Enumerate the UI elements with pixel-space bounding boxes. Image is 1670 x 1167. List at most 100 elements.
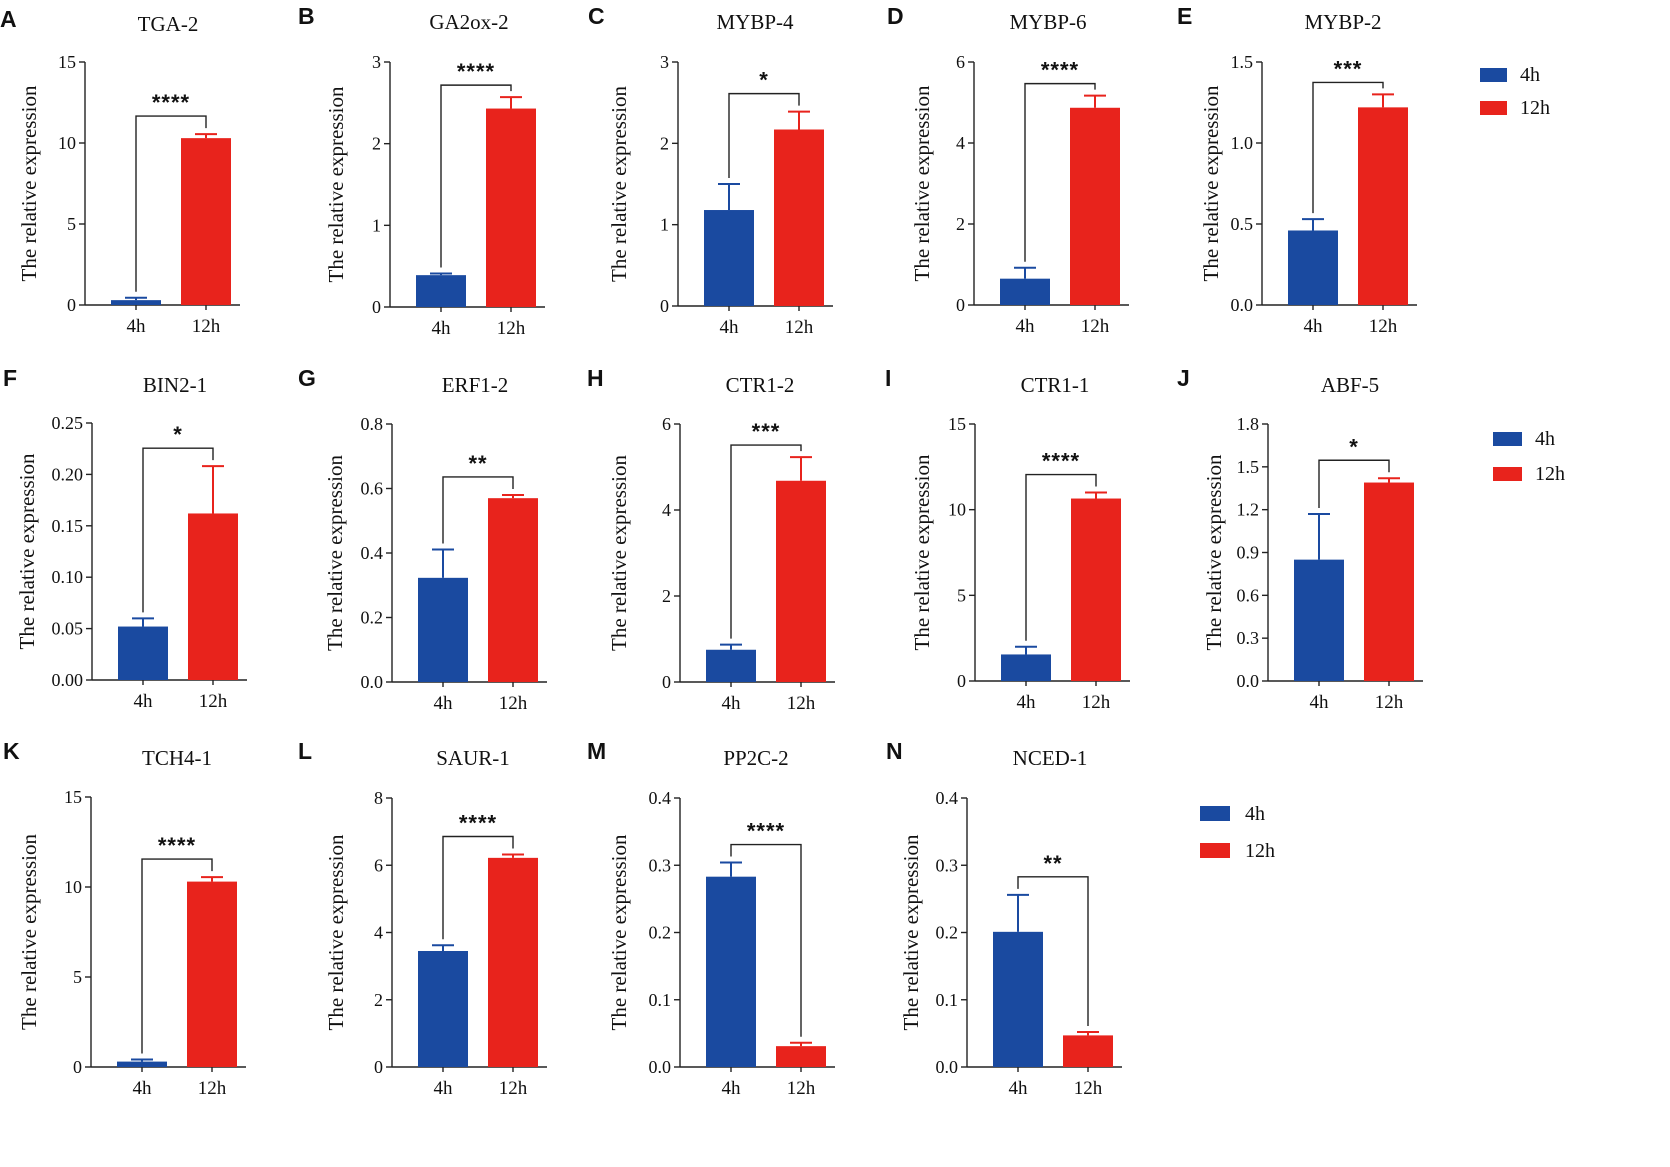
x-tick-label: 4h	[134, 691, 154, 712]
legend: 4h 12h	[1493, 428, 1565, 485]
y-tick-label: 0.15	[52, 516, 84, 536]
chart-panel-J: J ABF-5 The relative expression 0.0 0.3 0.6 0.…	[1177, 365, 1423, 713]
bar-12h	[1364, 482, 1414, 681]
x-tick-label: 12h	[198, 1078, 227, 1099]
y-tick-label: 8	[374, 788, 383, 808]
legend-swatch-4h	[1480, 68, 1507, 82]
bar-4h	[118, 626, 168, 680]
y-tick-label: 1.5	[1231, 52, 1254, 72]
chart-panel-G: G ERF1-2 The relative expression 0.0 0.2 0.4 0…	[298, 365, 547, 714]
bar-4h	[111, 300, 161, 305]
y-tick-label: 10	[58, 133, 76, 153]
bar-12h	[187, 881, 237, 1067]
chart-title: MYBP-2	[1304, 10, 1381, 34]
y-tick-label: 2	[956, 214, 965, 234]
panel-letter: L	[298, 738, 312, 764]
y-tick-label: 0.25	[52, 413, 84, 433]
significance-bracket	[1318, 459, 1390, 508]
y-tick-label: 0.4	[936, 788, 959, 808]
significance-bracket	[141, 858, 213, 1054]
chart-panel-A: A TGA-2 The relative expression 0 5 10 15 4h 12h…	[0, 6, 240, 337]
x-tick-label: 4h	[133, 1078, 153, 1099]
legend-label: 4h	[1535, 428, 1555, 450]
significance-label: *	[759, 68, 769, 93]
y-tick-label: 4	[662, 500, 671, 520]
x-tick-label: 4h	[722, 1078, 742, 1099]
y-tick-label: 4	[956, 133, 965, 153]
panel-letter: I	[885, 365, 891, 391]
y-axis-label: The relative expression	[324, 834, 348, 1030]
y-tick-label: 15	[58, 52, 76, 72]
bar-4h	[1294, 559, 1344, 681]
y-axis-label: The relative expression	[1202, 454, 1226, 650]
x-tick-label: 4h	[1009, 1078, 1029, 1099]
bar-12h	[188, 513, 238, 680]
y-tick-label: 0.2	[361, 608, 384, 628]
bar-4h	[418, 577, 468, 682]
panel-letter: A	[0, 6, 17, 32]
legend-swatch-12h	[1200, 843, 1230, 858]
significance-bracket	[440, 84, 512, 268]
bar-4h	[416, 275, 466, 307]
y-axis-label: The relative expression	[607, 86, 631, 282]
chart-panel-H: H CTR1-2 The relative expression 0 2 4 6 4h 12h *…	[587, 365, 835, 714]
y-axis-label: The relative expression	[899, 834, 923, 1030]
legend-label: 4h	[1520, 64, 1540, 86]
y-tick-label: 0.9	[1237, 543, 1260, 563]
panel-letter: J	[1177, 365, 1190, 391]
chart-panel-D: D MYBP-6 The relative expression 0 2 4 6 4h 12h *…	[887, 3, 1129, 337]
y-tick-label: 0	[374, 1057, 383, 1077]
y-axis-label: The relative expression	[1199, 85, 1223, 281]
significance-label: ****	[457, 59, 495, 84]
y-tick-label: 10	[948, 500, 966, 520]
y-tick-label: 0.3	[649, 855, 672, 875]
significance-bracket	[142, 447, 214, 613]
y-tick-label: 1.5	[1237, 457, 1260, 477]
chart-panel-C: C MYBP-4 The relative expression 0 1 2 3 4h 12h *	[588, 3, 833, 338]
chart-panel-L: L SAUR-1 The relative expression 0 2 4 6 8 4h 12h…	[298, 738, 547, 1099]
significance-bracket	[442, 476, 514, 544]
chart-title: SAUR-1	[436, 746, 510, 770]
bar-12h	[488, 857, 538, 1067]
x-tick-label: 12h	[1074, 1078, 1103, 1099]
significance-label: ***	[1334, 56, 1363, 81]
bar-12h	[776, 1046, 826, 1067]
bar-4h	[1288, 230, 1338, 305]
y-tick-label: 0.0	[1237, 671, 1260, 691]
y-tick-label: 1	[660, 215, 669, 235]
y-tick-label: 1	[372, 215, 381, 235]
y-tick-label: 0.8	[361, 414, 384, 434]
significance-label: ****	[1041, 58, 1079, 83]
significance-label: **	[468, 451, 487, 476]
chart-panel-M: M PP2C-2 The relative expression 0.0 0.1 0.2 0…	[587, 738, 835, 1099]
y-tick-label: 6	[662, 414, 671, 434]
y-tick-label: 2	[660, 133, 669, 153]
panel-letter: H	[587, 365, 604, 391]
y-tick-label: 1.2	[1237, 500, 1260, 520]
y-tick-label: 0	[67, 295, 76, 315]
panel-letter: G	[298, 365, 316, 391]
legend: 4h 12h	[1200, 803, 1275, 862]
y-tick-label: 4	[374, 923, 383, 943]
y-tick-label: 5	[73, 967, 82, 987]
x-tick-label: 12h	[1369, 316, 1398, 337]
x-tick-label: 4h	[720, 317, 740, 338]
chart-title: NCED-1	[1013, 746, 1088, 770]
panel-letter: K	[3, 738, 20, 764]
bar-4h	[706, 649, 756, 682]
significance-bracket	[728, 92, 800, 178]
x-tick-label: 4h	[434, 1078, 454, 1099]
bar-4h	[993, 931, 1043, 1067]
legend-swatch-12h	[1493, 467, 1522, 481]
chart-title: CTR1-1	[1021, 373, 1090, 397]
chart-title: GA2ox-2	[429, 10, 508, 34]
legend-swatch-4h	[1493, 432, 1522, 446]
x-tick-label: 12h	[1081, 316, 1110, 337]
chart-title: TGA-2	[138, 12, 199, 36]
y-tick-label: 0.05	[52, 619, 84, 639]
x-tick-label: 12h	[499, 693, 528, 714]
y-tick-label: 10	[64, 877, 82, 897]
y-tick-label: 0	[660, 296, 669, 316]
chart-panel-N: N NCED-1 The relative expression 0.0 0.1 0.2 0…	[886, 738, 1122, 1099]
